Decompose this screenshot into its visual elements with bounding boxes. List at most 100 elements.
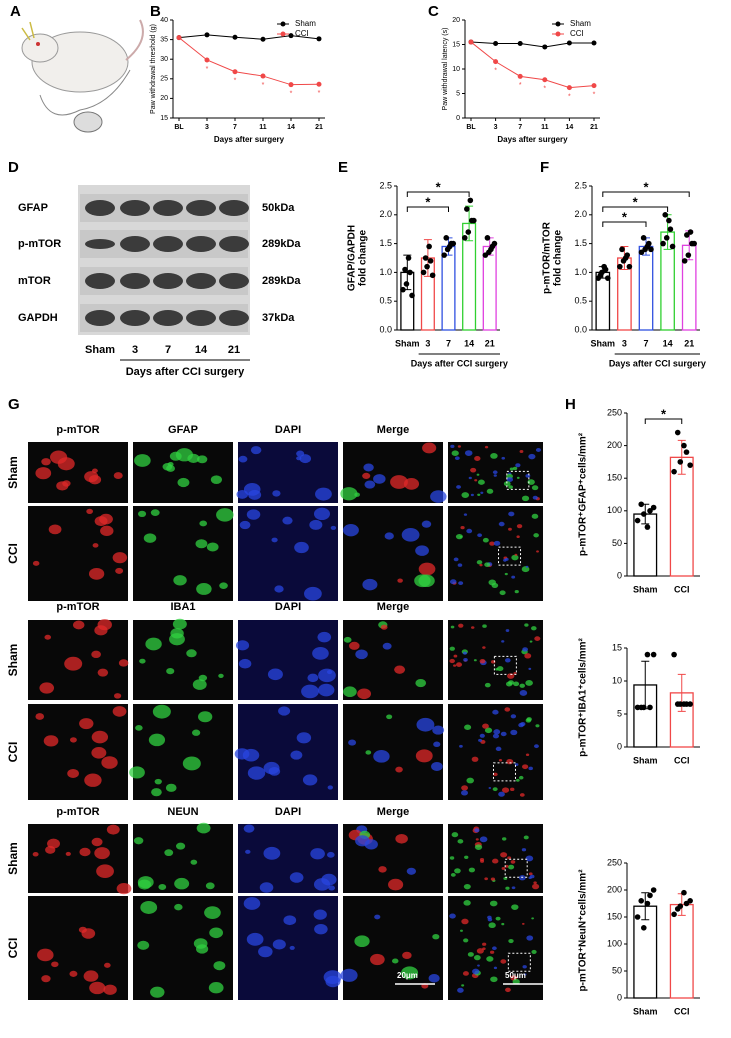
data-point <box>542 44 548 50</box>
cell-blob <box>458 581 464 586</box>
data-point <box>681 701 687 707</box>
x-tick-label: 11 <box>541 124 549 131</box>
column-header: p-mTOR <box>56 806 99 818</box>
cell-blob <box>198 674 208 682</box>
x-axis-label: Days after surgery <box>214 135 285 144</box>
data-point <box>465 229 472 235</box>
cell-blob <box>247 766 266 780</box>
cell-blob <box>373 474 386 484</box>
cell-blob <box>464 855 469 859</box>
cell-blob <box>516 535 520 538</box>
blot-band <box>85 310 115 326</box>
cell-blob <box>57 457 75 471</box>
x-tick-label: 14 <box>566 124 574 131</box>
cell-blob <box>460 526 465 530</box>
cell-blob <box>508 527 512 531</box>
series-line <box>470 41 594 48</box>
cell-blob <box>88 567 105 580</box>
cell-blob <box>301 684 319 699</box>
cell-blob <box>196 583 212 595</box>
data-point <box>638 704 645 711</box>
data-point <box>467 197 474 204</box>
significance-label: * <box>290 91 293 98</box>
cell-blob <box>418 574 435 588</box>
cell-blob <box>186 649 197 658</box>
cell-blob <box>172 618 187 630</box>
cell-blob <box>474 456 481 461</box>
y-tick-label: 100 <box>607 938 622 948</box>
significance-bracket <box>406 206 449 212</box>
x-tick-label: 21 <box>590 124 598 131</box>
cell-blob <box>135 724 143 731</box>
cell-blob <box>501 922 505 926</box>
cell-blob <box>533 881 537 885</box>
cell-blob <box>528 872 533 876</box>
x-axis-label: Days after CCI surgery <box>609 358 706 368</box>
cell-blob <box>242 748 260 762</box>
data-point <box>407 269 413 276</box>
data-point <box>671 911 677 918</box>
data-point <box>601 263 607 270</box>
cell-blob <box>343 636 352 643</box>
blot-band <box>219 236 249 252</box>
data-point <box>420 269 427 276</box>
cell-blob <box>488 787 492 790</box>
cell-blob <box>453 557 459 562</box>
y-tick-label: 200 <box>607 884 622 894</box>
micrograph <box>343 704 445 800</box>
cell-blob <box>187 453 200 464</box>
data-point <box>650 651 657 658</box>
micrograph <box>340 896 443 1000</box>
data-point <box>491 240 498 247</box>
cell-blob <box>403 477 420 490</box>
y-tick-label: 35 <box>160 36 168 43</box>
cell-blob <box>209 927 224 939</box>
cell-blob <box>477 479 485 485</box>
data-point <box>493 59 499 65</box>
cell-blob <box>470 493 474 497</box>
cell-blob <box>472 968 480 975</box>
data-point <box>634 914 641 920</box>
data-point <box>662 212 669 218</box>
cell-blob <box>501 837 507 841</box>
cell-blob <box>484 682 491 688</box>
blot-band <box>219 273 249 289</box>
cell-blob <box>519 683 525 688</box>
cell-blob <box>97 668 109 677</box>
data-point <box>426 243 432 250</box>
cell-blob <box>463 899 471 906</box>
blot-band <box>85 239 115 249</box>
cell-blob <box>516 524 523 529</box>
cell-blob <box>115 567 124 574</box>
cell-blob <box>274 585 284 593</box>
cell-blob <box>466 777 475 784</box>
data-point <box>648 246 654 253</box>
blot-band <box>120 236 150 252</box>
x-tick-label: 14 <box>464 338 474 348</box>
cell-blob <box>508 511 515 517</box>
cell-blob <box>530 626 537 631</box>
blot-band <box>85 273 115 289</box>
row-label: CCI <box>6 938 20 959</box>
micrograph <box>28 442 128 503</box>
y-tick-label: 200 <box>607 440 622 450</box>
cell-blob <box>69 737 77 743</box>
data-point <box>647 508 653 514</box>
cell-blob <box>196 455 208 464</box>
data-point <box>422 255 429 261</box>
cell-blob <box>461 790 469 796</box>
cell-blob <box>418 562 436 576</box>
y-tick-label: 15 <box>612 642 622 652</box>
cell-blob <box>390 475 408 489</box>
y-tick-label: 10 <box>612 675 622 685</box>
cell-blob <box>272 490 281 497</box>
legend-label: Sham <box>570 19 591 28</box>
cell-blob <box>482 942 487 946</box>
cell-blob <box>395 766 403 773</box>
cell-blob <box>462 971 469 976</box>
cell-blob <box>493 474 497 477</box>
cell-blob <box>35 713 45 720</box>
cell-blob <box>431 761 443 771</box>
blot-band <box>120 273 150 289</box>
cell-blob <box>166 668 175 675</box>
